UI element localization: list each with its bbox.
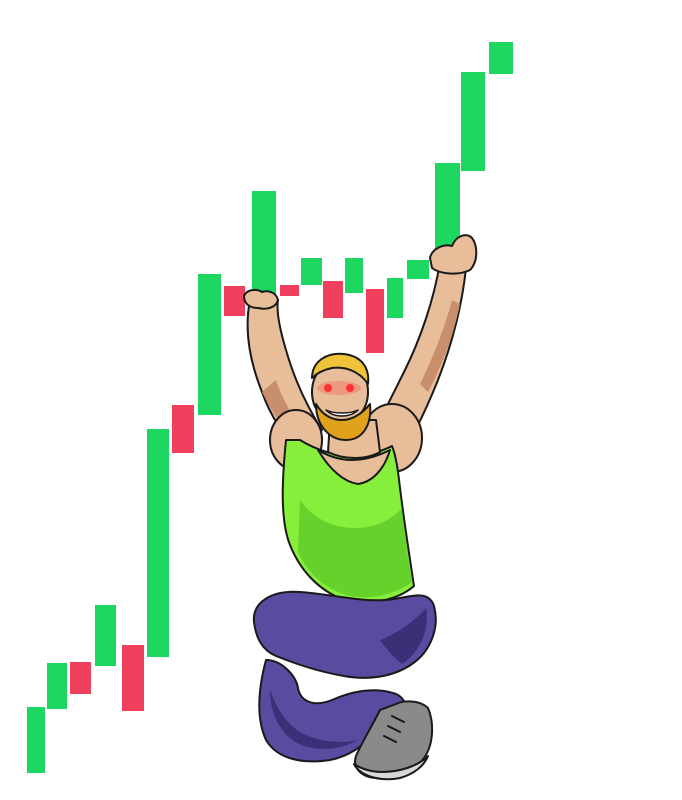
candle-3 xyxy=(70,662,91,694)
candle-9 xyxy=(224,286,245,316)
candle-4 xyxy=(95,605,116,666)
candle-17 xyxy=(407,260,429,279)
left-eye-icon xyxy=(324,384,332,392)
beard xyxy=(315,403,372,441)
hair xyxy=(311,352,370,385)
candle-16 xyxy=(387,278,403,318)
right-hand xyxy=(429,234,478,275)
candle-19 xyxy=(461,72,485,171)
chest-skin xyxy=(317,449,391,485)
grin xyxy=(325,409,359,417)
candle-11 xyxy=(280,285,299,296)
pants-shadow xyxy=(270,690,358,749)
right-forearm-shadow xyxy=(420,300,460,392)
candle-10 xyxy=(252,191,276,300)
left-hand xyxy=(243,288,279,310)
pants-knee-shadow xyxy=(380,608,427,664)
candle-2 xyxy=(47,663,67,709)
eye-glow xyxy=(317,381,361,395)
shoe-laces xyxy=(383,715,405,743)
candlestick-chart xyxy=(27,42,513,773)
right-eye-icon xyxy=(346,384,354,392)
shoe-sole xyxy=(353,755,429,781)
candle-14 xyxy=(345,258,363,293)
candle-7 xyxy=(172,405,194,453)
candle-15 xyxy=(366,289,384,353)
candle-20 xyxy=(489,42,513,74)
candle-1 xyxy=(27,707,45,773)
candle-5 xyxy=(122,645,144,711)
candle-12 xyxy=(301,258,322,285)
pants-upper xyxy=(252,590,437,679)
candle-6 xyxy=(147,429,169,657)
tank-top-shadow xyxy=(298,500,412,598)
candle-8 xyxy=(198,274,221,415)
candle-13 xyxy=(323,281,343,318)
bodybuilder-figure xyxy=(243,234,478,781)
